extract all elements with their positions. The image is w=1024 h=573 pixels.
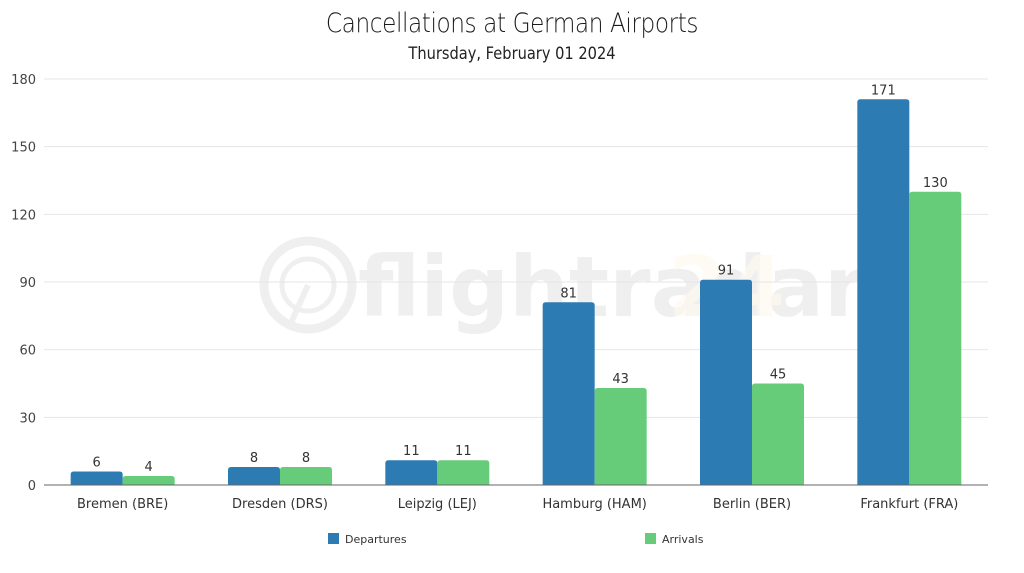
legend-swatch <box>645 533 656 544</box>
x-tick-label: Dresden (DRS) <box>232 497 328 512</box>
legend-label: Departures <box>345 533 407 546</box>
x-tick-label: Leipzig (LEJ) <box>398 497 477 512</box>
bar-arrivals[interactable] <box>909 191 962 485</box>
y-tick-label: 180 <box>11 73 36 88</box>
x-tick-label: Bremen (BRE) <box>77 497 168 512</box>
x-tick-label: Frankfurt (FRA) <box>860 497 958 512</box>
data-label: 45 <box>770 368 787 383</box>
legend-label: Arrivals <box>662 533 704 546</box>
radar-logo-icon <box>259 236 357 334</box>
bar-departures[interactable] <box>857 99 910 486</box>
x-tick-label: Berlin (BER) <box>713 497 791 512</box>
bar-departures[interactable] <box>70 471 123 485</box>
chart-title: Cancellations at German Airports <box>325 8 699 39</box>
bar-departures[interactable] <box>385 460 438 485</box>
y-tick-label: 0 <box>28 479 36 494</box>
x-tick-label: Hamburg (HAM) <box>542 497 646 512</box>
data-label: 43 <box>612 372 629 387</box>
data-label: 8 <box>250 451 258 466</box>
y-tick-label: 30 <box>19 411 36 426</box>
legend-item-arrivals[interactable]: Arrivals <box>645 533 704 546</box>
bar-arrivals[interactable] <box>437 460 490 485</box>
data-label: 4 <box>145 460 153 475</box>
data-label: 8 <box>302 451 310 466</box>
bar-departures[interactable] <box>542 302 595 485</box>
y-tick-label: 60 <box>19 344 36 359</box>
data-label: 171 <box>871 83 896 98</box>
bar-departures[interactable] <box>700 279 752 485</box>
bar-arrivals[interactable] <box>752 383 804 486</box>
legend-swatch <box>328 533 339 544</box>
chart-subtitle: Thursday, February 01 2024 <box>408 44 616 64</box>
bar-arrivals[interactable] <box>280 466 332 485</box>
data-label: 91 <box>718 264 735 279</box>
data-label: 6 <box>93 455 101 470</box>
y-tick-label: 120 <box>11 208 36 223</box>
data-label: 81 <box>560 286 577 301</box>
y-tick-label: 90 <box>19 276 36 291</box>
bar-arrivals[interactable] <box>594 388 647 485</box>
bar-arrivals[interactable] <box>122 475 175 485</box>
bar-departures[interactable] <box>228 466 280 485</box>
data-label: 130 <box>923 176 948 191</box>
data-label: 11 <box>403 444 420 459</box>
watermark-text: flightradar <box>358 238 866 336</box>
data-label: 11 <box>455 444 472 459</box>
watermark: flightradar 24 <box>259 236 866 336</box>
y-tick-label: 150 <box>11 141 36 156</box>
legend-item-departures[interactable]: Departures <box>328 533 407 546</box>
